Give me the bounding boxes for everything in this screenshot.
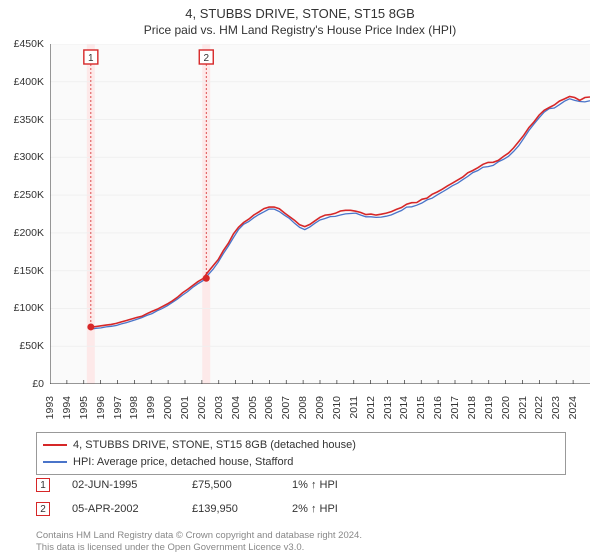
legend-item: HPI: Average price, detached house, Staf… — [43, 454, 559, 471]
y-tick-label: £200K — [14, 227, 44, 239]
x-tick-label: 2020 — [500, 396, 512, 419]
x-tick-label: 2014 — [398, 396, 410, 419]
x-tick-label: 1995 — [78, 396, 90, 419]
footer-attribution: Contains HM Land Registry data © Crown c… — [36, 530, 362, 554]
footer-line-2: This data is licensed under the Open Gov… — [36, 542, 362, 554]
marker-price-1: £75,500 — [192, 479, 292, 491]
marker-row-2: 2 05-APR-2002 £139,950 2% ↑ HPI — [36, 502, 566, 516]
x-tick-label: 2011 — [348, 396, 360, 419]
marker-date-1: 02-JUN-1995 — [72, 479, 192, 491]
x-tick-label: 1994 — [61, 396, 73, 419]
chart-subtitle: Price paid vs. HM Land Registry's House … — [0, 21, 600, 41]
x-tick-label: 1999 — [145, 396, 157, 419]
x-tick-label: 2000 — [162, 396, 174, 419]
x-tick-label: 2023 — [550, 396, 562, 419]
x-tick-label: 2019 — [483, 396, 495, 419]
x-tick-label: 1997 — [112, 396, 124, 419]
marker-badge-2: 2 — [36, 502, 50, 516]
x-tick-label: 2021 — [517, 396, 529, 419]
x-tick-label: 2008 — [297, 396, 309, 419]
marker-pct-1: 1% ↑ HPI — [292, 479, 338, 491]
x-tick-label: 2016 — [432, 396, 444, 419]
marker-price-2: £139,950 — [192, 503, 292, 515]
legend-swatch — [43, 444, 67, 446]
x-axis-labels: 1993199419951996199719981999200020012002… — [50, 386, 590, 426]
marker-badge-1: 1 — [36, 478, 50, 492]
x-tick-label: 2013 — [382, 396, 394, 419]
marker-date-2: 05-APR-2002 — [72, 503, 192, 515]
marker-pct-2: 2% ↑ HPI — [292, 503, 338, 515]
x-tick-label: 2022 — [533, 396, 545, 419]
legend-item: 4, STUBBS DRIVE, STONE, ST15 8GB (detach… — [43, 437, 559, 454]
legend-label: HPI: Average price, detached house, Staf… — [73, 454, 293, 471]
x-tick-label: 2017 — [449, 396, 461, 419]
y-tick-label: £100K — [14, 302, 44, 314]
x-tick-label: 2004 — [230, 396, 242, 419]
x-tick-label: 2003 — [213, 396, 225, 419]
x-tick-label: 2006 — [263, 396, 275, 419]
chart-plot-area: 12 — [50, 44, 590, 384]
y-tick-label: £400K — [14, 76, 44, 88]
x-tick-label: 2015 — [415, 396, 427, 419]
y-tick-label: £450K — [14, 38, 44, 50]
x-tick-label: 2007 — [280, 396, 292, 419]
footer-line-1: Contains HM Land Registry data © Crown c… — [36, 530, 362, 542]
x-tick-label: 2001 — [179, 396, 191, 419]
x-tick-label: 2005 — [247, 396, 259, 419]
y-tick-label: £350K — [14, 114, 44, 126]
y-tick-label: £0 — [32, 378, 44, 390]
legend: 4, STUBBS DRIVE, STONE, ST15 8GB (detach… — [36, 432, 566, 475]
legend-swatch — [43, 461, 67, 463]
y-axis-labels: £0£50K£100K£150K£200K£250K£300K£350K£400… — [0, 44, 48, 384]
chart-svg: 12 — [50, 44, 590, 384]
x-tick-label: 2012 — [365, 396, 377, 419]
svg-text:2: 2 — [203, 53, 209, 64]
y-tick-label: £250K — [14, 189, 44, 201]
x-tick-label: 2002 — [196, 396, 208, 419]
y-tick-label: £300K — [14, 151, 44, 163]
x-tick-label: 2009 — [314, 396, 326, 419]
y-tick-label: £50K — [19, 340, 44, 352]
y-tick-label: £150K — [14, 265, 44, 277]
x-tick-label: 2010 — [331, 396, 343, 419]
legend-label: 4, STUBBS DRIVE, STONE, ST15 8GB (detach… — [73, 437, 356, 454]
svg-text:1: 1 — [88, 53, 94, 64]
x-tick-label: 1993 — [44, 396, 56, 419]
x-tick-label: 2018 — [466, 396, 478, 419]
marker-row-1: 1 02-JUN-1995 £75,500 1% ↑ HPI — [36, 478, 566, 492]
chart-title: 4, STUBBS DRIVE, STONE, ST15 8GB — [0, 0, 600, 21]
x-tick-label: 1998 — [128, 396, 140, 419]
x-tick-label: 1996 — [95, 396, 107, 419]
x-tick-label: 2024 — [567, 396, 579, 419]
